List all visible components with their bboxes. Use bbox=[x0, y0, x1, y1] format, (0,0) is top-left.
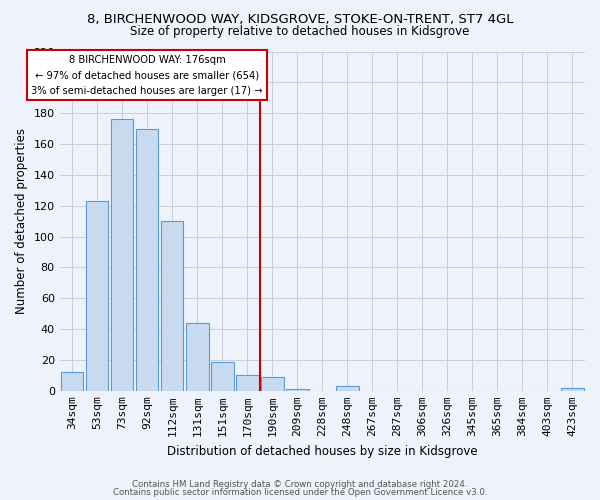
Text: 8 BIRCHENWOOD WAY: 176sqm
← 97% of detached houses are smaller (654)
3% of semi-: 8 BIRCHENWOOD WAY: 176sqm ← 97% of detac… bbox=[31, 54, 263, 96]
Bar bbox=[111, 120, 133, 391]
Bar bbox=[336, 386, 359, 391]
Bar bbox=[211, 362, 233, 391]
Bar bbox=[236, 376, 259, 391]
Text: 8, BIRCHENWOOD WAY, KIDSGROVE, STOKE-ON-TRENT, ST7 4GL: 8, BIRCHENWOOD WAY, KIDSGROVE, STOKE-ON-… bbox=[87, 12, 513, 26]
Text: Contains HM Land Registry data © Crown copyright and database right 2024.: Contains HM Land Registry data © Crown c… bbox=[132, 480, 468, 489]
Text: Size of property relative to detached houses in Kidsgrove: Size of property relative to detached ho… bbox=[130, 25, 470, 38]
Bar bbox=[161, 221, 184, 391]
Bar bbox=[186, 323, 209, 391]
X-axis label: Distribution of detached houses by size in Kidsgrove: Distribution of detached houses by size … bbox=[167, 444, 478, 458]
Bar bbox=[561, 388, 584, 391]
Bar bbox=[136, 128, 158, 391]
Bar bbox=[61, 372, 83, 391]
Bar bbox=[286, 390, 308, 391]
Bar bbox=[86, 201, 109, 391]
Bar bbox=[261, 377, 284, 391]
Y-axis label: Number of detached properties: Number of detached properties bbox=[15, 128, 28, 314]
Text: Contains public sector information licensed under the Open Government Licence v3: Contains public sector information licen… bbox=[113, 488, 487, 497]
